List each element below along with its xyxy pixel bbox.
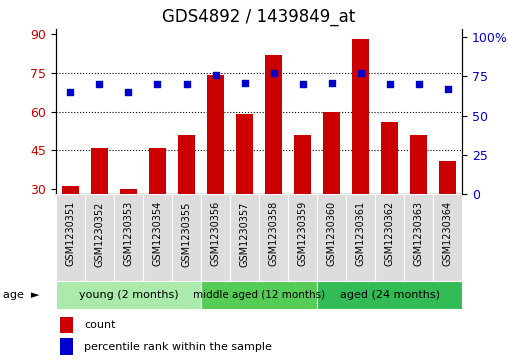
Bar [114,194,143,281]
Bar [61,187,79,194]
Text: GSM1230358: GSM1230358 [269,201,278,266]
Bar [201,281,317,309]
Text: GSM1230354: GSM1230354 [152,201,163,266]
Point [67,89,75,95]
Bar [91,148,108,194]
Point [386,81,394,87]
Text: GSM1230363: GSM1230363 [414,201,424,266]
Point [211,72,219,78]
Bar [352,39,369,194]
Text: GSM1230364: GSM1230364 [443,201,453,266]
Point [124,89,133,95]
Bar [381,122,398,194]
Text: GSM1230353: GSM1230353 [123,201,134,266]
Bar [410,135,427,194]
Bar [172,194,201,281]
Text: GSM1230359: GSM1230359 [298,201,308,266]
Point [96,81,104,87]
Point [443,86,452,92]
Bar [439,161,457,194]
Text: GSM1230362: GSM1230362 [385,201,395,266]
Title: GDS4892 / 1439849_at: GDS4892 / 1439849_at [163,8,356,26]
Bar [317,281,462,309]
Text: young (2 months): young (2 months) [79,290,178,300]
Bar [346,194,375,281]
Point [240,79,248,85]
Bar [120,189,137,194]
Bar [143,194,172,281]
Text: GSM1230352: GSM1230352 [94,201,105,266]
Point [270,70,278,76]
Bar [265,55,282,194]
Bar [323,112,340,194]
Point [299,81,307,87]
Text: GSM1230361: GSM1230361 [356,201,366,266]
Bar [85,194,114,281]
Point [153,81,162,87]
Bar [60,338,73,355]
Bar [60,317,73,333]
Point [415,81,423,87]
Bar [56,281,201,309]
Point [182,81,190,87]
Bar [178,135,195,194]
Text: percentile rank within the sample: percentile rank within the sample [84,342,272,352]
Text: count: count [84,321,116,330]
Text: middle aged (12 months): middle aged (12 months) [193,290,325,300]
Bar [149,148,166,194]
Point [357,70,365,76]
Bar [433,194,462,281]
Text: GSM1230360: GSM1230360 [327,201,337,266]
Bar [288,194,317,281]
Text: age  ►: age ► [3,290,39,300]
Bar [201,194,230,281]
Bar [236,114,253,194]
Text: GSM1230355: GSM1230355 [181,201,192,266]
Bar [294,135,311,194]
Bar [230,194,259,281]
Text: GSM1230356: GSM1230356 [210,201,220,266]
Bar [56,194,85,281]
Text: GSM1230357: GSM1230357 [240,201,249,266]
Text: GSM1230351: GSM1230351 [66,201,75,266]
Bar [404,194,433,281]
Bar [207,76,224,194]
Bar [375,194,404,281]
Point [328,79,336,85]
Bar [317,194,346,281]
Bar [259,194,288,281]
Text: aged (24 months): aged (24 months) [340,290,440,300]
